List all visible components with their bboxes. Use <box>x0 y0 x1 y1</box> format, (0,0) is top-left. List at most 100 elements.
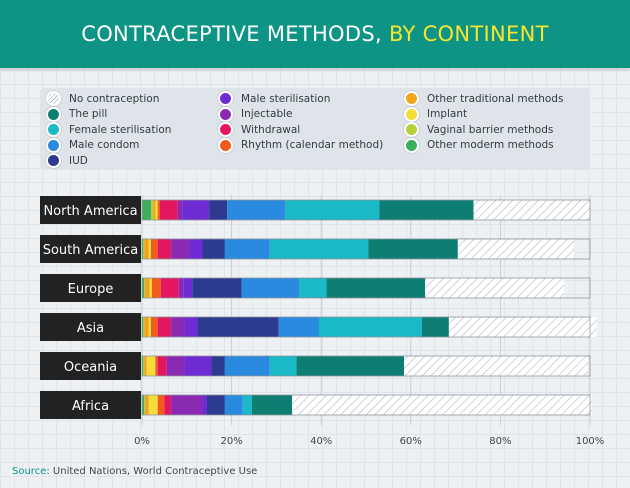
bar-segment <box>171 395 203 415</box>
bar-segment <box>143 356 145 376</box>
bar-segment <box>171 317 185 337</box>
bar-segment <box>157 317 172 337</box>
category-label-box <box>40 274 141 302</box>
bar-segment <box>157 395 165 415</box>
legend-item: Other traditional methods <box>404 91 563 106</box>
bar-segment <box>184 317 198 337</box>
bar-segment <box>251 395 293 415</box>
bar-segment <box>473 200 590 220</box>
legend-label: Rhythm (calendar method) <box>241 139 384 151</box>
legend-label: No contraception <box>69 92 160 105</box>
bar-segment <box>166 356 185 376</box>
legend-item: IUD <box>46 153 88 168</box>
legend-swatch <box>46 122 61 137</box>
legend-item: Injectable <box>218 106 293 122</box>
legend-label: Male sterilisation <box>241 92 331 105</box>
bar-segment <box>149 278 152 298</box>
bar-segment <box>198 317 279 337</box>
bar-segment <box>242 395 252 415</box>
bar-segment <box>157 239 172 259</box>
legend-item: Male sterilisation <box>218 91 330 106</box>
x-tick-label: 0% <box>134 436 150 447</box>
legend-swatch <box>404 137 419 153</box>
legend-item: No contraception <box>46 91 159 106</box>
bar-segment <box>211 356 225 376</box>
legend-label: Vaginal barrier methods <box>427 123 554 136</box>
bar-segment <box>278 317 319 337</box>
legend-label: Other moderm methods <box>427 139 554 151</box>
header-banner: CONTRACEPTIVE METHODS, BY CONTINENT <box>0 0 630 68</box>
legend-swatch <box>404 122 419 137</box>
legend-swatch <box>46 137 61 153</box>
bar-segment <box>142 395 145 415</box>
category-label: Europe <box>68 282 114 297</box>
legend-swatch <box>404 106 419 122</box>
bar-outline <box>141 238 591 260</box>
category-label-box <box>40 235 141 263</box>
bar-segment <box>145 278 150 298</box>
category-label: Africa <box>72 399 109 414</box>
bar-segment <box>183 278 193 298</box>
bar-segment <box>326 278 426 298</box>
legend-label: Injectable <box>241 108 293 120</box>
bar-segment <box>142 200 151 220</box>
bar-segment <box>296 356 405 376</box>
source-text: United Nations, World Contraceptive Use <box>52 466 258 477</box>
legend-item: Vaginal barrier methods <box>404 122 553 137</box>
bar-segment <box>142 356 144 376</box>
bar-segment <box>202 395 207 415</box>
legend-item: The pill <box>46 106 108 122</box>
bar-segment <box>189 239 203 259</box>
bar-segment <box>143 239 145 259</box>
bar-segment <box>206 395 225 415</box>
legend-item: Rhythm (calendar method) <box>218 137 384 153</box>
bar-segment <box>144 356 147 376</box>
bar-segment <box>148 395 158 415</box>
legend-item: Male condom <box>46 137 139 153</box>
bar-outline <box>141 316 591 338</box>
bar-outline <box>141 277 591 299</box>
bar-segment <box>177 200 183 220</box>
bar-segment <box>241 278 300 298</box>
bar-segment <box>318 317 422 337</box>
legend-swatch <box>218 137 233 153</box>
legend-swatch <box>46 153 61 168</box>
legend-label: Implant <box>427 108 468 120</box>
bar-segment <box>422 317 449 337</box>
bar-segment <box>202 239 225 259</box>
legend-label: Withdrawal <box>241 123 301 136</box>
legend-swatch <box>218 106 233 122</box>
bar-segment <box>150 317 158 337</box>
legend-swatch <box>404 91 419 106</box>
legend-label: The pill <box>69 108 108 120</box>
category-label: North America <box>43 204 137 219</box>
bar-segment <box>171 239 190 259</box>
legend-swatch <box>46 106 61 122</box>
legend-item: Other moderm methods <box>404 137 554 153</box>
bar-segment <box>227 200 286 220</box>
bar-segment <box>182 200 210 220</box>
category-label: Asia <box>77 321 104 336</box>
legend-item: Implant <box>404 106 468 122</box>
bar-segment <box>148 239 151 259</box>
category-label-box <box>40 313 141 341</box>
bar-segment <box>153 200 156 220</box>
bar-segment <box>192 278 242 298</box>
bar-segment <box>157 200 160 220</box>
bar-outline <box>141 394 591 416</box>
legend-swatch <box>218 122 233 137</box>
bar-segment <box>178 278 184 298</box>
bar-segment <box>142 278 145 298</box>
bar-segment <box>292 395 593 415</box>
bar-segment <box>155 200 158 220</box>
legend-label: Female sterilisation <box>69 123 172 136</box>
bar-segment <box>150 200 154 220</box>
source-label: Source: <box>12 466 50 477</box>
chart-title: CONTRACEPTIVE METHODS, BY CONTINENT <box>81 22 549 46</box>
bar-segment <box>160 278 179 298</box>
bar-segment <box>285 200 380 220</box>
legend-item: Female sterilisation <box>46 122 171 137</box>
bar-outline <box>141 199 591 221</box>
x-tick-label: 100% <box>576 436 605 447</box>
